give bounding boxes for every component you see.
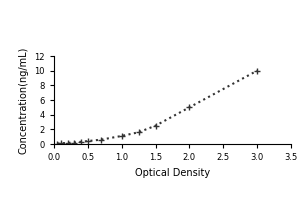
X-axis label: Optical Density: Optical Density <box>135 168 210 178</box>
Y-axis label: Concentration(ng/mL): Concentration(ng/mL) <box>19 46 29 154</box>
